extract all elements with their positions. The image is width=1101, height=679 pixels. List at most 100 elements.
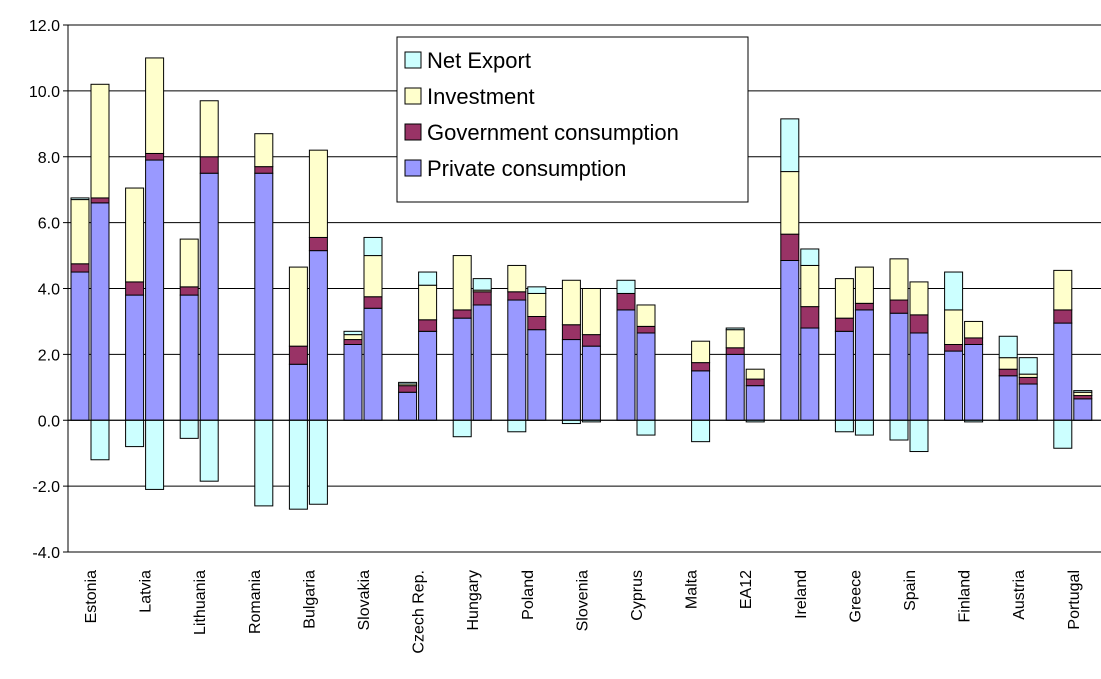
bar-greece-net-export xyxy=(854,419,874,436)
category-label-cyprus: Cyprus xyxy=(629,570,646,621)
bar-spain-investment xyxy=(889,258,909,301)
bar-austria-private-consumption xyxy=(1018,383,1038,421)
bar-latvia-net-export xyxy=(145,419,165,490)
bar-lithuania-private-consumption xyxy=(199,172,219,421)
bar-cyprus-government-consumption xyxy=(616,292,636,311)
bar-lithuania-private-consumption xyxy=(179,294,199,421)
bar-latvia-government-consumption xyxy=(125,281,145,296)
bar-spain-government-consumption xyxy=(909,314,929,334)
bar-hungary-government-consumption xyxy=(472,291,492,306)
category-label-hungary: Hungary xyxy=(465,570,482,630)
bar-slovakia-investment xyxy=(343,334,363,341)
bar-estonia-government-consumption xyxy=(70,263,90,273)
bar-estonia-private-consumption xyxy=(90,202,110,421)
bar-bulgaria-investment xyxy=(288,266,308,347)
bar-lithuania-investment xyxy=(199,100,219,158)
bar-slovenia-investment xyxy=(561,279,581,326)
bar-spain-private-consumption xyxy=(889,312,909,421)
bar-spain-net-export xyxy=(909,419,929,453)
bar-malta-government-consumption xyxy=(691,362,711,372)
bar-slovakia-investment xyxy=(363,255,383,298)
category-label-czech-rep: Czech Rep. xyxy=(411,570,428,654)
bar-bulgaria-private-consumption xyxy=(308,250,328,421)
category-label-estonia: Estonia xyxy=(83,570,100,623)
legend-label-private-consumption: Private consumption xyxy=(427,156,626,181)
bar-poland-government-consumption xyxy=(527,315,547,331)
bar-czech-rep-net-export xyxy=(418,271,438,286)
bar-cyprus-net-export xyxy=(616,279,636,294)
bar-greece-investment xyxy=(834,278,854,319)
category-label-finland: Finland xyxy=(957,570,974,622)
bar-hungary-net-export xyxy=(472,278,492,291)
bar-greece-government-consumption xyxy=(854,302,874,311)
bar-romania-government-consumption xyxy=(254,166,274,174)
category-label-slovenia: Slovenia xyxy=(574,570,591,631)
bar-slovenia-investment xyxy=(581,288,601,336)
bar-latvia-net-export xyxy=(125,419,145,448)
bar-austria-private-consumption xyxy=(998,375,1018,421)
bar-ea12-investment xyxy=(725,329,745,349)
category-label-austria: Austria xyxy=(1011,570,1028,620)
bar-finland-government-consumption xyxy=(944,343,964,352)
bar-ireland-private-consumption xyxy=(780,260,800,421)
category-label-portugal: Portugal xyxy=(1066,570,1083,630)
y-tick-labels: 12.0 10.0 8.0 6.0 4.0 2.0 0.0 -2.0 -4.0 xyxy=(29,18,60,562)
bar-lithuania-investment xyxy=(179,238,199,288)
bar-latvia-investment xyxy=(125,187,145,283)
bar-lithuania-government-consumption xyxy=(199,156,219,174)
y-tick-label: 10.0 xyxy=(29,84,60,101)
bar-latvia-investment xyxy=(145,57,165,154)
bar-greece-investment xyxy=(854,266,874,304)
bar-bulgaria-private-consumption xyxy=(288,363,308,421)
y-tick-label: 2.0 xyxy=(38,347,60,364)
bar-romania-net-export xyxy=(254,419,274,507)
bar-lithuania-government-consumption xyxy=(179,286,199,296)
bar-finland-private-consumption xyxy=(964,343,984,421)
y-tick-label: 12.0 xyxy=(29,18,60,35)
bar-bulgaria-net-export xyxy=(308,419,328,505)
category-label-lithuania: Lithuania xyxy=(192,570,209,635)
bar-hungary-private-consumption xyxy=(472,304,492,421)
category-label-poland: Poland xyxy=(520,570,537,620)
bar-czech-rep-government-consumption xyxy=(418,319,438,332)
bar-slovakia-government-consumption xyxy=(343,339,363,345)
bar-finland-private-consumption xyxy=(944,350,964,421)
bar-greece-net-export xyxy=(834,419,854,433)
bar-austria-government-consumption xyxy=(998,368,1018,377)
bar-hungary-investment xyxy=(452,255,472,311)
bar-greece-private-consumption xyxy=(854,309,874,421)
bar-slovakia-net-export xyxy=(363,236,383,257)
bar-portugal-investment xyxy=(1053,269,1073,311)
legend-label-government-consumption: Government consumption xyxy=(427,120,679,145)
bar-slovakia-private-consumption xyxy=(363,307,383,421)
bar-estonia-investment xyxy=(70,199,90,265)
bar-austria-net-export xyxy=(1018,357,1038,375)
bar-estonia-net-export xyxy=(70,197,90,201)
bar-poland-investment xyxy=(527,292,547,317)
bar-latvia-private-consumption xyxy=(125,294,145,421)
bar-portugal-net-export xyxy=(1053,419,1073,449)
legend-label-investment: Investment xyxy=(427,84,535,109)
bar-finland-net-export xyxy=(944,271,964,311)
bar-finland-investment xyxy=(964,320,984,339)
bar-slovenia-private-consumption xyxy=(581,345,601,421)
y-tick-label: 4.0 xyxy=(38,282,60,299)
category-label-romania: Romania xyxy=(247,570,264,634)
bar-estonia-private-consumption xyxy=(70,271,90,421)
bar-spain-government-consumption xyxy=(889,299,909,314)
bar-austria-investment xyxy=(998,357,1018,370)
y-tick-label: -2.0 xyxy=(32,479,60,496)
bar-czech-rep-private-consumption xyxy=(418,330,438,421)
bar-malta-investment xyxy=(691,340,711,364)
category-label-latvia: Latvia xyxy=(138,570,155,613)
legend-swatch-investment xyxy=(404,87,422,105)
bar-poland-investment xyxy=(507,264,527,293)
bar-ea12-net-export xyxy=(725,327,745,331)
bar-portugal-private-consumption xyxy=(1073,398,1093,421)
legend-swatch-private-consumption xyxy=(404,159,422,177)
bar-lithuania-net-export xyxy=(179,419,199,439)
bar-poland-net-export xyxy=(527,286,547,294)
bar-estonia-government-consumption xyxy=(90,197,110,204)
bar-ea12-private-consumption xyxy=(745,385,765,421)
